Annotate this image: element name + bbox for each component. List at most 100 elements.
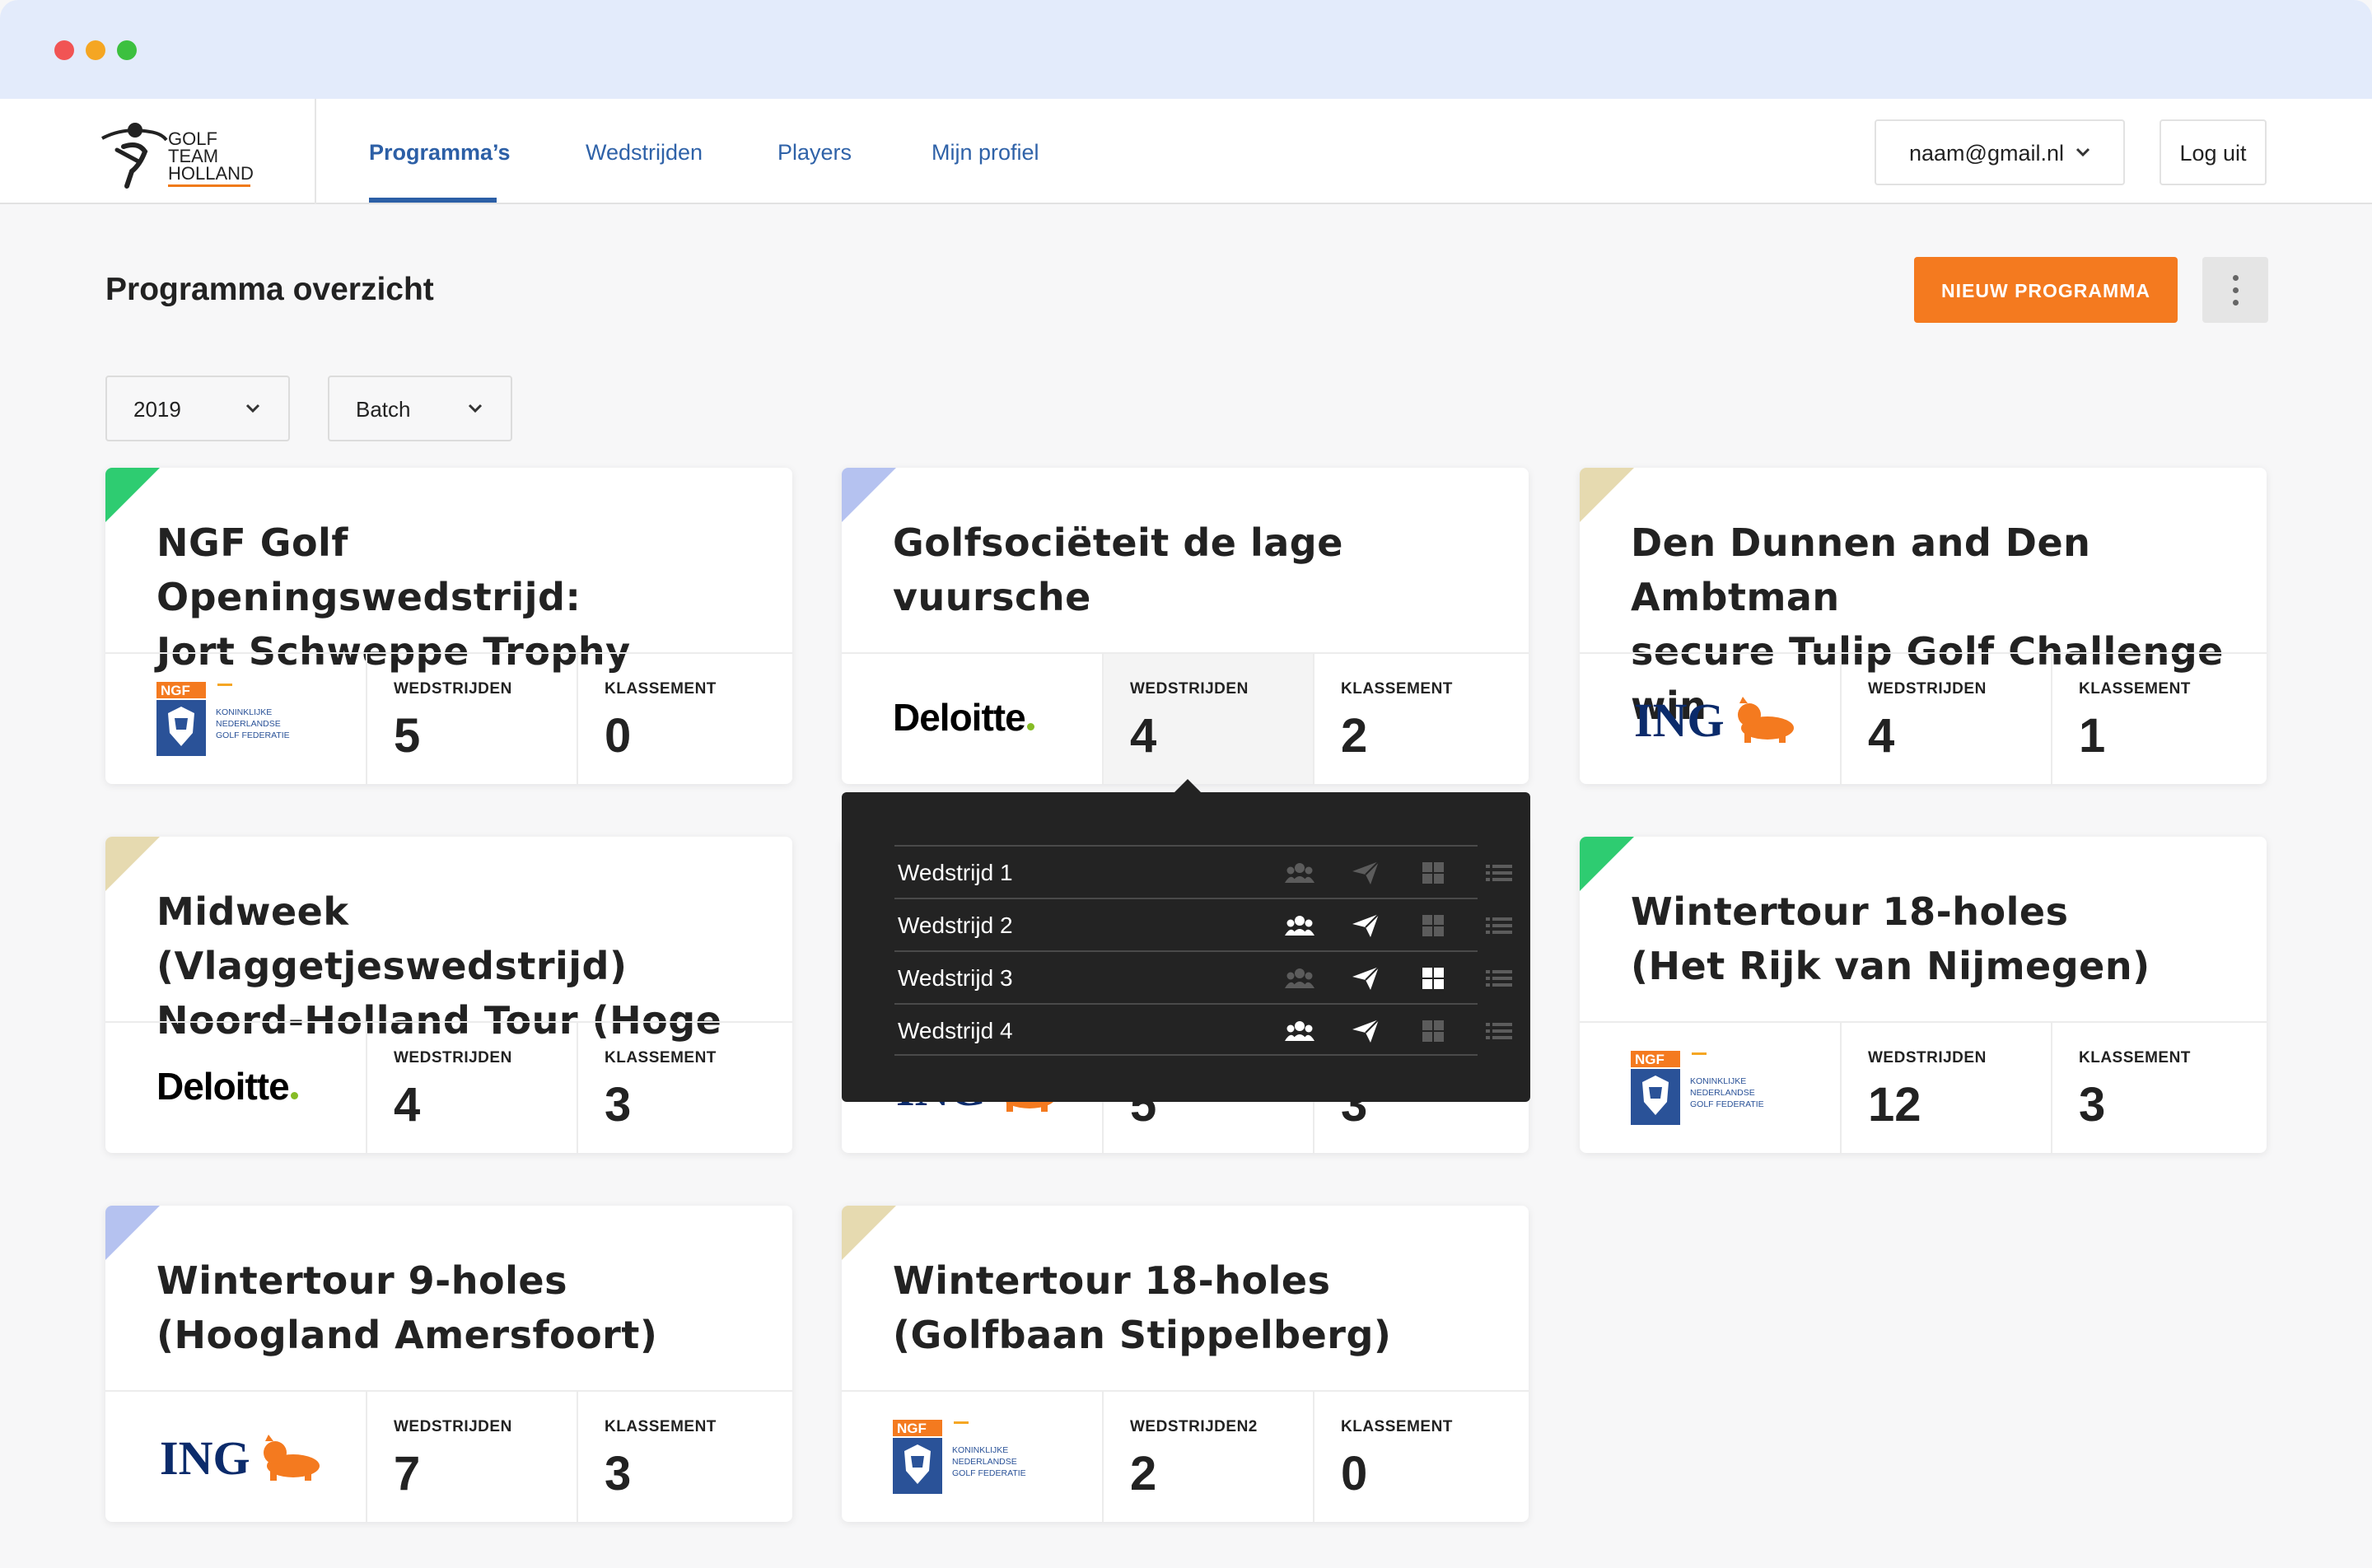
send-icon[interactable] — [1351, 860, 1380, 886]
wedstrijden-stat[interactable]: WEDSTRIJDEN 4 — [1104, 654, 1314, 784]
grid-icon[interactable] — [1418, 912, 1448, 939]
program-card[interactable]: NGF Golf Openingswedstrijd: Jort Schwepp… — [105, 468, 792, 784]
maximize-window-dot[interactable] — [117, 40, 137, 60]
program-title-line: Wintertour 9-holes — [156, 1258, 567, 1303]
wedstrijden-stat[interactable]: WEDSTRIJDEN 4 — [1842, 654, 2052, 784]
program-card-stats: ING WEDSTRIJDEN 4 KLASSEMENT 1 — [1580, 652, 2267, 784]
program-title-line: Midweek (Vlaggetjeswedstrijd) — [156, 889, 628, 988]
ngf-logo-line-3: GOLF FEDERATIE — [952, 1468, 1026, 1478]
program-card-title: Wintertour 18-holes (Het Rijk van Nijmeg… — [1631, 884, 2240, 993]
klassement-count: 2 — [1341, 709, 1368, 763]
klassement-stat[interactable]: KLASSEMENT 0 — [1314, 1392, 1529, 1522]
sponsor-logo-cell: ING — [105, 1392, 367, 1522]
send-icon[interactable] — [1351, 1018, 1380, 1044]
wedstrijd-label[interactable]: Wedstrijd 4 — [898, 1018, 1013, 1043]
wedstrijd-label[interactable]: Wedstrijd 1 — [898, 860, 1013, 885]
wedstrijd-row[interactable]: Wedstrijd 1 — [894, 845, 1512, 898]
logo-underline — [168, 184, 250, 187]
klassement-label: KLASSEMENT — [2079, 680, 2191, 698]
program-card[interactable]: Golfsociëteit de lage vuursche Deloitte … — [842, 468, 1529, 784]
klassement-count: 3 — [605, 1078, 632, 1132]
ing-logo: ING — [1634, 695, 1794, 747]
program-card-title: Golfsociëteit de lage vuursche — [893, 516, 1502, 624]
year-filter-select[interactable]: 2019 — [105, 376, 290, 441]
wedstrijden-count: 7 — [394, 1447, 421, 1500]
nav-tab-programmas[interactable]: Programma’s — [369, 140, 511, 165]
golf-team-holland-logo[interactable]: GOLF TEAM HOLLAND — [99, 114, 264, 191]
new-program-button[interactable]: NIEUW PROGRAMMA — [1914, 257, 2178, 323]
deloitte-logo: Deloitte — [893, 695, 1034, 740]
program-title-line: (Hoogland Amersfoort) — [156, 1313, 658, 1357]
nav-tab-mijn-profiel[interactable]: Mijn profiel — [932, 140, 1039, 165]
send-icon[interactable] — [1351, 912, 1380, 939]
program-title-line: Den Dunnen and Den Ambtman — [1631, 520, 2091, 619]
ngf-logo: NGF KONINKLIJKE NEDERLANDSE GOLF FEDERAT… — [893, 1420, 1026, 1494]
klassement-stat[interactable]: KLASSEMENT 3 — [578, 1023, 792, 1153]
players-icon[interactable] — [1285, 860, 1314, 886]
players-icon[interactable] — [1285, 965, 1314, 992]
program-card[interactable]: Wintertour 18-holes (Golfbaan Stippelber… — [842, 1206, 1529, 1522]
program-card[interactable]: Wintertour 9-holes (Hoogland Amersfoort)… — [105, 1206, 792, 1522]
klassement-count: 1 — [2079, 709, 2106, 763]
program-card-stats: NGF KONINKLIJKE NEDERLANDSE GOLF FEDERAT… — [105, 652, 792, 784]
list-icon[interactable] — [1484, 1018, 1514, 1044]
program-card-stats: NGF KONINKLIJKE NEDERLANDSE GOLF FEDERAT… — [842, 1390, 1529, 1522]
nav-tab-players[interactable]: Players — [777, 140, 852, 165]
wedstrijden-count: 4 — [1130, 709, 1157, 763]
grid-icon[interactable] — [1418, 965, 1448, 992]
batch-filter-select[interactable]: Batch — [328, 376, 512, 441]
klassement-stat[interactable]: KLASSEMENT 3 — [578, 1392, 792, 1522]
klassement-stat[interactable]: KLASSEMENT 3 — [2052, 1023, 2267, 1153]
program-card[interactable]: Wintertour 18-holes (Het Rijk van Nijmeg… — [1580, 837, 2267, 1153]
wedstrijd-row[interactable]: Wedstrijd 4 — [894, 1003, 1512, 1056]
close-window-dot[interactable] — [54, 40, 74, 60]
klassement-label: KLASSEMENT — [2079, 1049, 2191, 1066]
page-title: Programma overzicht — [105, 272, 434, 307]
wedstrijden-label: WEDSTRIJDEN2 — [1130, 1418, 1258, 1435]
wedstrijden-stat[interactable]: WEDSTRIJDEN 7 — [367, 1392, 578, 1522]
logout-button[interactable]: Log uit — [2160, 119, 2267, 185]
klassement-stat[interactable]: KLASSEMENT 1 — [2052, 654, 2267, 784]
active-tab-indicator — [369, 198, 497, 203]
top-navigation: GOLF TEAM HOLLAND Programma’s Wedstrijde… — [0, 99, 2372, 204]
grid-icon[interactable] — [1418, 860, 1448, 886]
wedstrijden-stat[interactable]: WEDSTRIJDEN 12 — [1842, 1023, 2052, 1153]
wedstrijd-row[interactable]: Wedstrijd 2 — [894, 898, 1512, 950]
list-icon[interactable] — [1484, 912, 1514, 939]
wedstrijden-count: 4 — [394, 1078, 421, 1132]
wedstrijden-label: WEDSTRIJDEN — [394, 1418, 512, 1435]
wedstrijd-label[interactable]: Wedstrijd 2 — [898, 912, 1013, 938]
wedstrijd-row[interactable]: Wedstrijd 3 — [894, 950, 1512, 1003]
list-icon[interactable] — [1484, 965, 1514, 992]
nav-tab-wedstrijden[interactable]: Wedstrijden — [586, 140, 703, 165]
status-corner-sand — [1580, 468, 1634, 522]
wedstrijd-label[interactable]: Wedstrijd 3 — [898, 965, 1013, 991]
wedstrijden-stat[interactable]: WEDSTRIJDEN2 2 — [1104, 1392, 1314, 1522]
send-icon[interactable] — [1351, 965, 1380, 992]
list-icon[interactable] — [1484, 860, 1514, 886]
minimize-window-dot[interactable] — [86, 40, 105, 60]
wedstrijden-stat[interactable]: WEDSTRIJDEN 5 — [367, 654, 578, 784]
klassement-stat[interactable]: KLASSEMENT 0 — [578, 654, 792, 784]
chevron-down-icon — [468, 404, 483, 413]
players-icon[interactable] — [1285, 1018, 1314, 1044]
logo-text-holland: HOLLAND — [168, 163, 254, 184]
players-icon[interactable] — [1285, 912, 1314, 939]
more-options-button[interactable] — [2202, 257, 2268, 323]
program-title-line: Wintertour 18-holes — [1631, 889, 2069, 934]
status-corner-blue — [842, 468, 896, 522]
program-title-line: Wintertour 18-holes — [893, 1258, 1331, 1303]
user-account-dropdown[interactable]: naam@gmail.nl — [1875, 119, 2125, 185]
status-corner-green — [105, 468, 160, 522]
wedstrijden-stat[interactable]: WEDSTRIJDEN 4 — [367, 1023, 578, 1153]
klassement-stat[interactable]: KLASSEMENT 2 — [1314, 654, 1529, 784]
user-email: naam@gmail.nl — [1909, 141, 2064, 166]
program-card-title: NGF Golf Openingswedstrijd: Jort Schwepp… — [156, 516, 766, 679]
ngf-logo-abbr: NGF — [1635, 1052, 1665, 1067]
more-dot — [2233, 275, 2239, 281]
grid-icon[interactable] — [1418, 1018, 1448, 1044]
program-card[interactable]: Midweek (Vlaggetjeswedstrijd) Noord-Holl… — [105, 837, 792, 1153]
logo-text-golf: GOLF — [168, 128, 217, 149]
sponsor-logo-cell: Deloitte — [105, 1023, 367, 1153]
program-card[interactable]: Den Dunnen and Den Ambtman secure Tulip … — [1580, 468, 2267, 784]
